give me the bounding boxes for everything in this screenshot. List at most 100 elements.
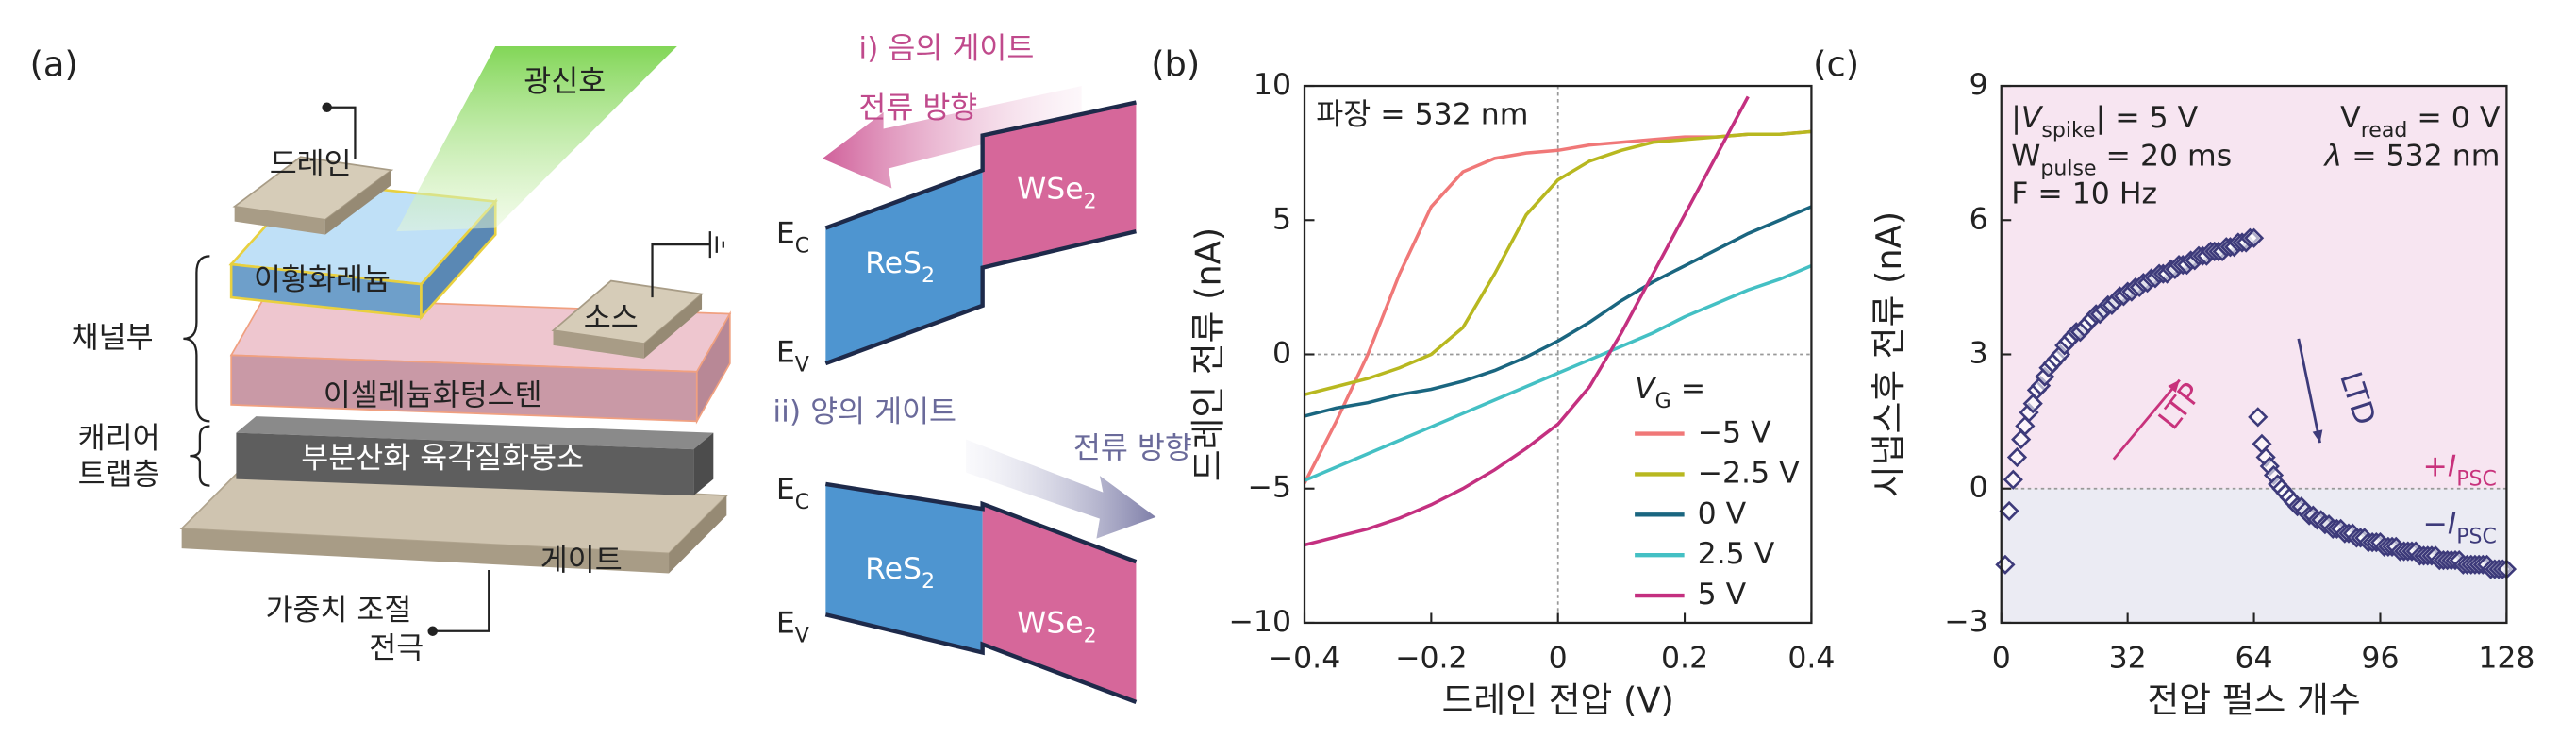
- band-edge: [824, 100, 1137, 366]
- band-diagrams: [822, 86, 1156, 705]
- x-tick-label: 0.4: [1787, 641, 1835, 675]
- x-tick-label: 96: [2361, 641, 2399, 675]
- band-edge: [824, 481, 1138, 705]
- ec-label-part: C: [795, 490, 809, 513]
- y-tick-label: 0: [1272, 336, 1291, 370]
- source-front: [553, 330, 644, 359]
- wire: [326, 106, 357, 159]
- annotation-part: λ: [2323, 139, 2343, 173]
- wse2-band-label: WSe2: [1017, 607, 1097, 647]
- current-arrow: [966, 439, 1156, 539]
- wse2-band-label-part: WSe: [1017, 607, 1084, 641]
- annotation-part: PSC: [2456, 525, 2497, 548]
- annotation: F = 10 Hz: [2011, 177, 2157, 211]
- annotation-part: I: [2448, 449, 2456, 483]
- res2-band-label-part: ReS: [865, 552, 922, 586]
- device-schematic: (a) 광신호: [30, 44, 732, 665]
- ev-label-part: V: [795, 624, 809, 647]
- wire: [432, 569, 490, 632]
- data-point: [2003, 469, 2023, 490]
- legend-label: −5 V: [1698, 416, 1771, 450]
- res2-label: 이황화레늄: [254, 263, 391, 297]
- drain-front: [234, 206, 325, 235]
- legend-title-part: =: [1671, 372, 1705, 406]
- ev-label-part: E: [776, 336, 795, 370]
- channel-label: 채널부: [72, 321, 154, 355]
- ec-label: EC: [776, 473, 809, 513]
- drain-label: 드레인: [270, 147, 352, 181]
- legend-label: 2.5 V: [1698, 537, 1775, 571]
- annotation: Wpulse = 20 ms: [2011, 139, 2232, 180]
- annotation-part: 파장 = 532 nm: [1316, 98, 1528, 132]
- legend-title-part: G: [1655, 390, 1671, 413]
- data-point: [1999, 500, 2019, 522]
- annotation-part: −: [2423, 508, 2448, 542]
- legend-title-part: V: [1635, 372, 1657, 406]
- data-line: [1305, 95, 1750, 547]
- y-tick-label: −10: [1229, 605, 1291, 639]
- x-tick-label: 32: [2109, 641, 2147, 675]
- y-axis-label: 시냅스후 전류 (nA): [1869, 211, 1909, 497]
- x-tick-label: 64: [2235, 641, 2273, 675]
- annotation-part: V: [2340, 101, 2361, 135]
- wse2-band-label-part: 2: [1084, 624, 1097, 647]
- hbn-top: [236, 416, 714, 450]
- y-tick-label: −3: [1944, 605, 1987, 639]
- trend-arrowhead: [2168, 379, 2180, 394]
- x-axis-label: 전압 펄스 개수: [2147, 680, 2360, 720]
- hbn-side: [693, 432, 714, 496]
- legend-title: VG =: [1635, 372, 1705, 412]
- band-title: i) 음의 게이트: [858, 32, 1034, 66]
- wire: [651, 243, 710, 298]
- legend-label: −2.5 V: [1698, 456, 1801, 490]
- annotation: Vread = 0 V: [2340, 101, 2501, 143]
- current-arrow: [822, 86, 1082, 189]
- plot-frame: [2000, 84, 2508, 625]
- ec-label-part: C: [795, 234, 809, 258]
- data-point: [2006, 446, 2028, 468]
- res2-side: [420, 198, 497, 321]
- current-label: 전류 방향: [858, 92, 977, 126]
- drain-side: [324, 170, 391, 235]
- band-title: ii) 양의 게이트: [773, 395, 956, 429]
- y-tick-label: 10: [1254, 68, 1291, 102]
- annotation-part: V: [2021, 101, 2044, 135]
- y-tick-label: 5: [1272, 202, 1291, 236]
- wse2-band-label: WSe2: [1017, 172, 1097, 213]
- annotation-part: = 20 ms: [2097, 139, 2233, 173]
- x-tick-label: −0.4: [1269, 641, 1341, 675]
- res2-band: [825, 483, 983, 653]
- source-label: 소스: [584, 301, 639, 335]
- annotation-part: W: [2011, 139, 2040, 173]
- annotation-part: PSC: [2456, 467, 2497, 491]
- current-label: 전류 방향: [1073, 431, 1192, 465]
- res2-band-label: ReS2: [865, 246, 935, 288]
- annotation-part: pulse: [2040, 157, 2096, 180]
- annotation-part: +: [2423, 449, 2448, 483]
- trap-label: 트랩층: [78, 458, 160, 492]
- data-point: [2248, 407, 2269, 428]
- annotation-part: I: [2448, 508, 2456, 542]
- legend-label: 0 V: [1698, 496, 1747, 530]
- annotation-part: spike: [2041, 119, 2095, 143]
- annotation: +IPSC: [2423, 449, 2497, 490]
- annotation-part: F = 10 Hz: [2011, 177, 2157, 211]
- y-tick-label: 9: [1969, 68, 1988, 102]
- panel-label: (a): [30, 44, 78, 85]
- x-tick-label: 0.2: [1661, 641, 1708, 675]
- brace: [183, 255, 210, 423]
- data-point: [2243, 227, 2265, 248]
- annotation-part: |: [2011, 101, 2021, 135]
- y-tick-label: −5: [1248, 471, 1291, 505]
- annotation: λ = 532 nm: [2323, 139, 2501, 173]
- annotation-part: = 0 V: [2407, 101, 2500, 135]
- y-axis-label: 드레인 전류 (nA): [1188, 227, 1229, 482]
- trap-label: 캐리어: [78, 422, 160, 456]
- annotation: 파장 = 532 nm: [1316, 98, 1528, 132]
- ev-label-part: V: [795, 353, 809, 377]
- annotation: |Vspike| = 5 V: [2011, 101, 2198, 143]
- annotation: −IPSC: [2423, 508, 2497, 548]
- plot-frame: [1303, 84, 1813, 625]
- ev-label: EV: [776, 607, 809, 647]
